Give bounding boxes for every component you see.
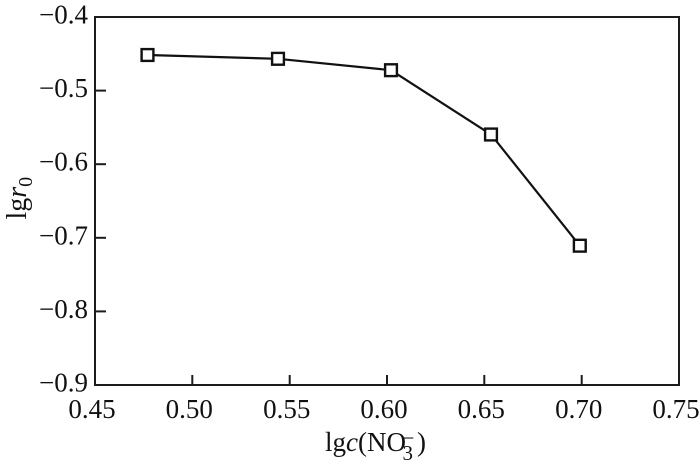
svg-text:−0.7: −0.7	[39, 220, 88, 250]
svg-text:lgc(NO: lgc(NO	[325, 427, 406, 457]
svg-text:0.50: 0.50	[166, 394, 213, 424]
svg-text:): )	[417, 427, 426, 457]
svg-text:−0.8: −0.8	[39, 294, 88, 324]
svg-text:0.55: 0.55	[263, 394, 310, 424]
svg-text:0.75: 0.75	[652, 394, 699, 424]
svg-text:−: −	[403, 426, 415, 450]
svg-text:0.65: 0.65	[458, 394, 505, 424]
svg-text:−0.4: −0.4	[39, 0, 88, 30]
svg-text:−0.9: −0.9	[39, 368, 88, 398]
svg-text:0.60: 0.60	[360, 394, 407, 424]
svg-text:0.45: 0.45	[68, 394, 115, 424]
svg-text:−0.5: −0.5	[39, 73, 88, 103]
svg-text:3: 3	[403, 441, 414, 465]
svg-text:0.70: 0.70	[555, 394, 602, 424]
svg-text:−0.6: −0.6	[39, 147, 88, 177]
